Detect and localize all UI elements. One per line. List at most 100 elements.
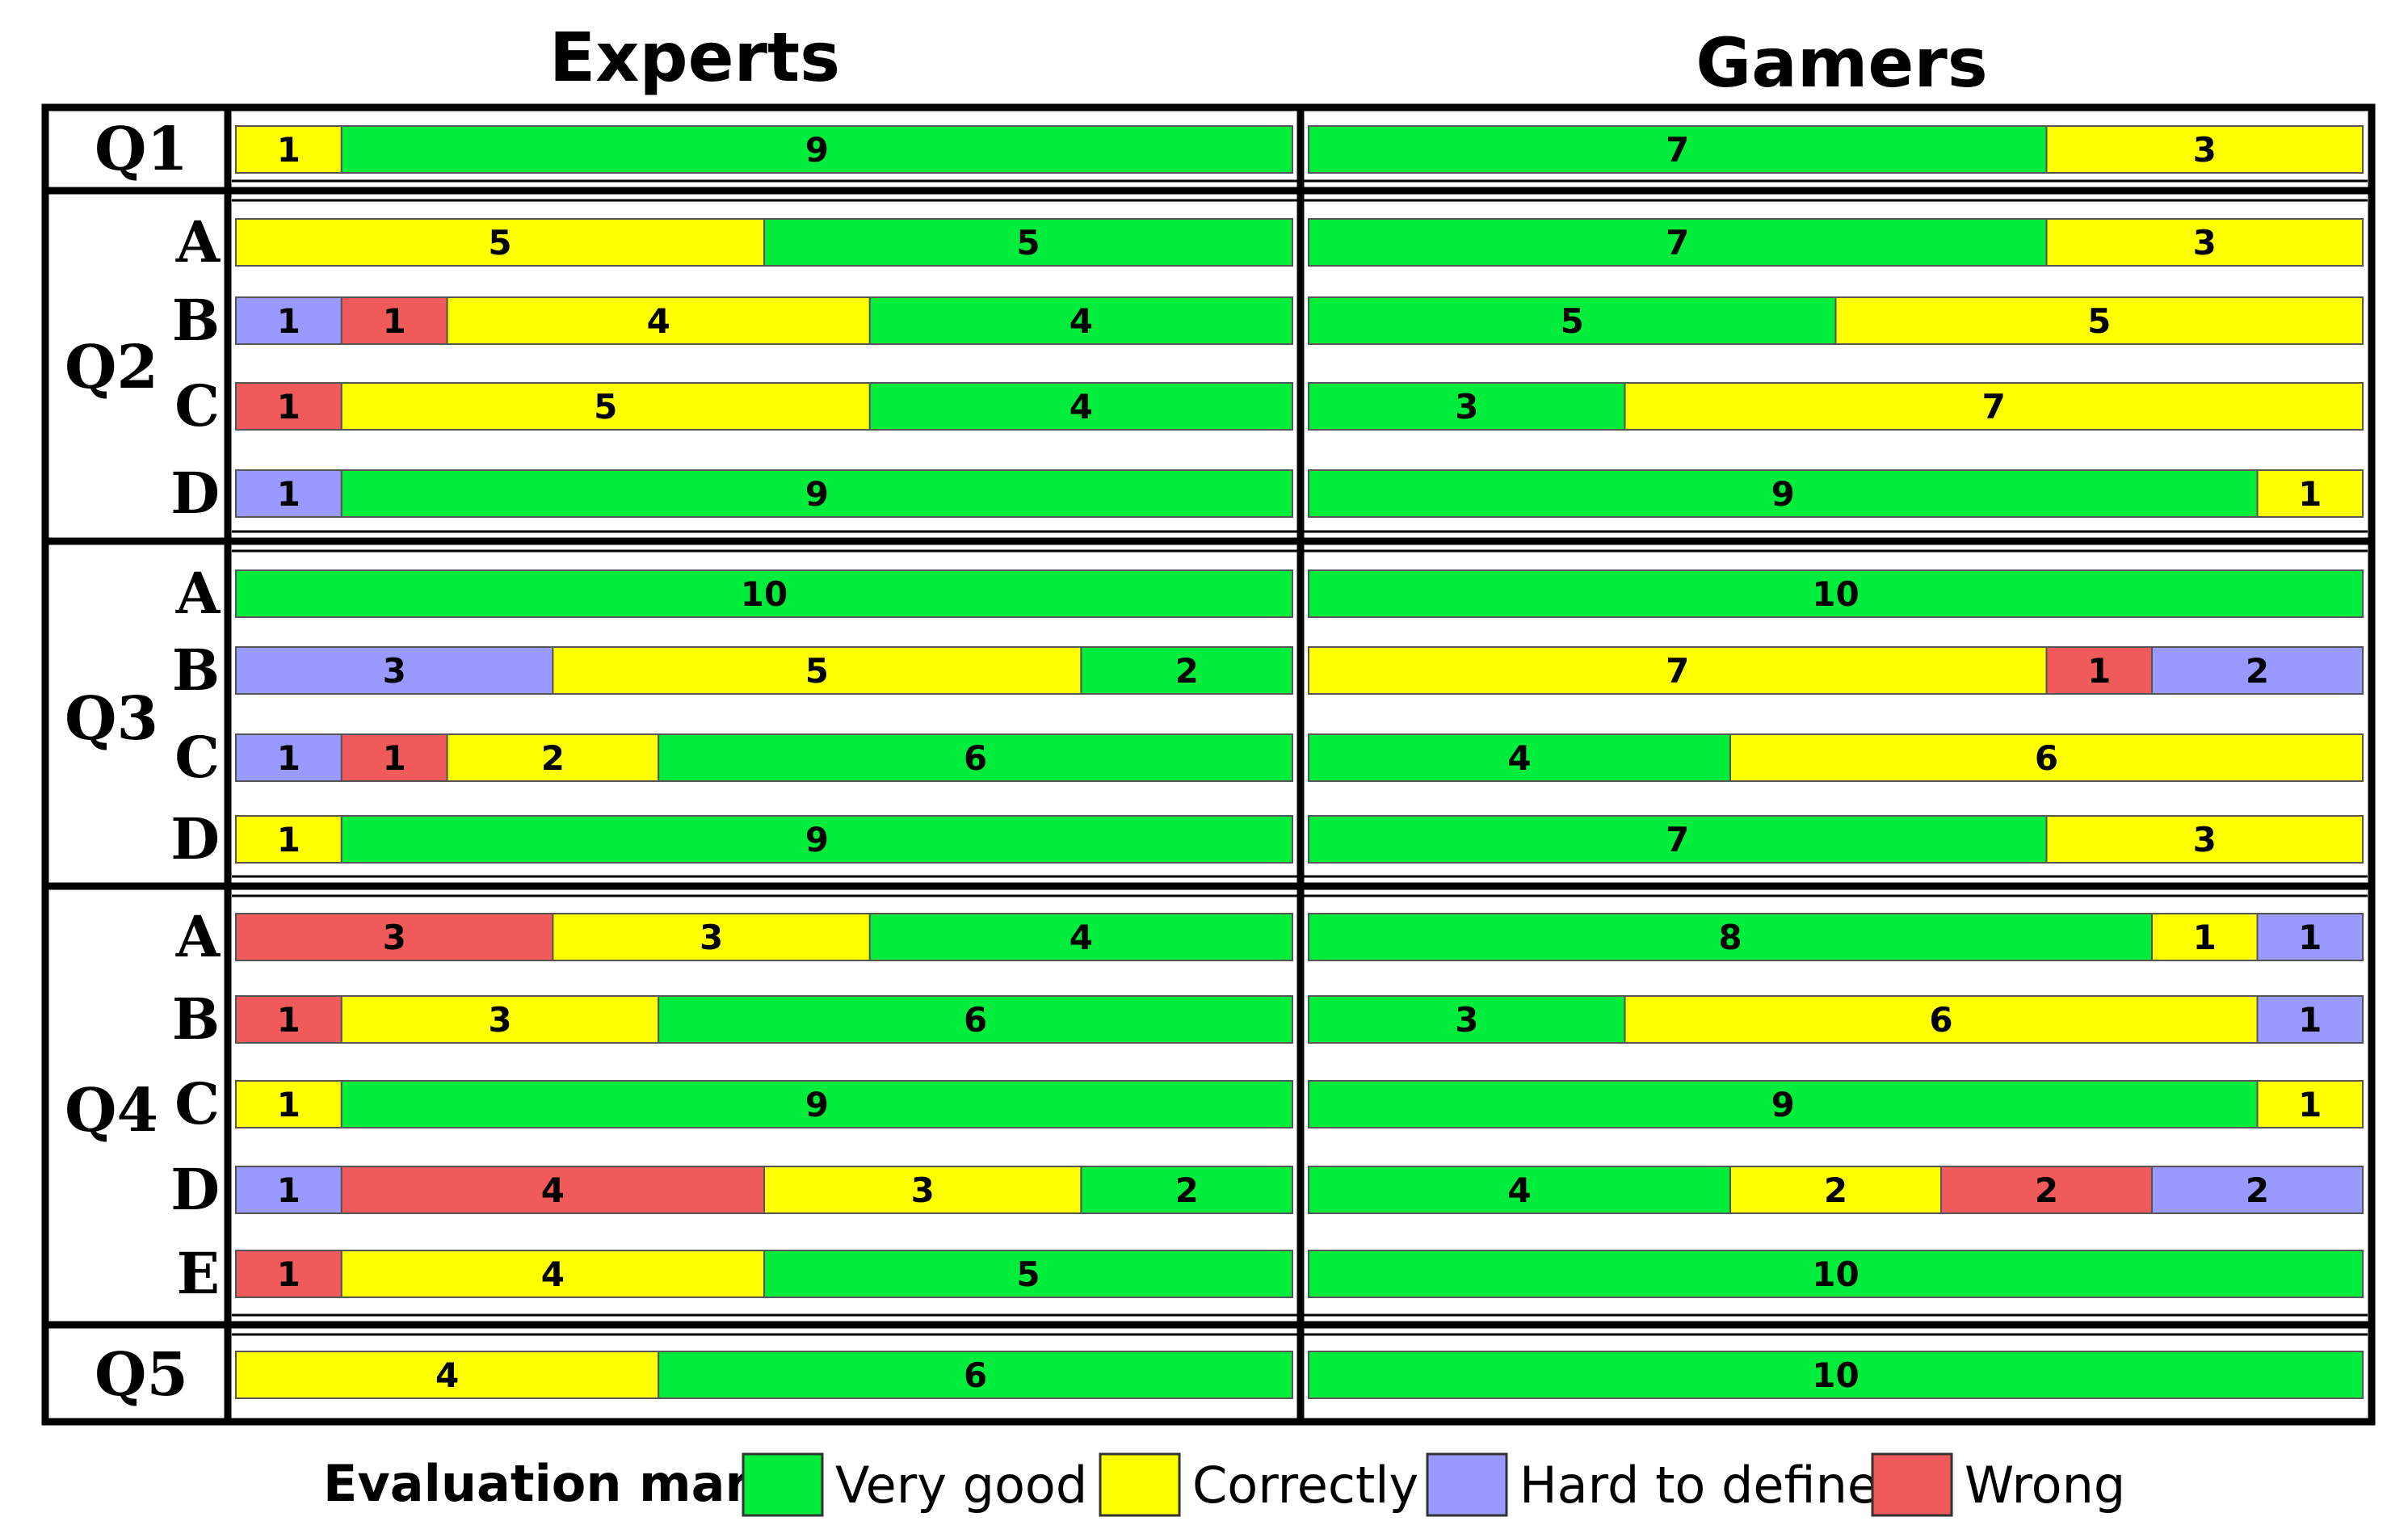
experts-q2-b-segment-value: 1	[277, 301, 300, 341]
experts-q3-b-segment-very-good	[1080, 646, 1294, 695]
gamers-q1-segment-very-good	[1308, 125, 2048, 174]
experts-q1-segment-value: 9	[805, 130, 829, 170]
experts-q3-b-segment-correctly	[552, 646, 1082, 695]
gamers-q3-d-segment-value: 3	[2193, 820, 2217, 859]
gamers-q4-b-segment-value: 1	[2298, 1000, 2322, 1040]
experts-q3-b-segment-value: 2	[1175, 651, 1199, 691]
experts-q2-b-segment-hard-to-define	[235, 296, 342, 345]
experts-q3-c-segment-value: 6	[964, 738, 987, 778]
row-label-q2-b: B	[172, 287, 220, 354]
experts-q2-a-segment-value: 5	[1016, 223, 1040, 263]
legend-label-wrong: Wrong	[1965, 1456, 2125, 1515]
legend-label-hard-to-define: Hard to define	[1519, 1456, 1878, 1515]
gamers-q4-a-segment-very-good	[1308, 913, 2153, 961]
gamers-q3-d-segment-value: 7	[1666, 820, 1689, 859]
question-label-q2: Q2	[65, 333, 158, 402]
row-label-q3-a: A	[175, 560, 221, 627]
gamers-q4-b-segment-hard-to-define	[2256, 995, 2364, 1044]
gamers-q4-c-segment-very-good	[1308, 1080, 2259, 1128]
experts-q2-a-segment-very-good	[763, 218, 1293, 267]
question-label-q1: Q1	[95, 115, 188, 184]
gamers-q2-b-segment-correctly	[1834, 296, 2364, 345]
gamers-q2-d-segment-very-good	[1308, 469, 2259, 518]
experts-q2-b-segment-value: 4	[647, 301, 670, 341]
experts-q4-d-segment-value: 4	[541, 1170, 565, 1210]
chart-frame	[41, 103, 2376, 1426]
experts-q3-c-segment-very-good	[658, 733, 1293, 782]
row-label-q4-b: B	[172, 986, 220, 1053]
legend-swatch-very-good	[742, 1452, 824, 1517]
experts-q3-a-segment-value: 10	[741, 574, 788, 614]
experts-q3-c-segment-correctly	[446, 733, 660, 782]
gamers-q4-c-segment-value: 9	[1771, 1085, 1795, 1124]
gamers-q1-segment-value: 3	[2193, 130, 2217, 170]
experts-q3-d-segment-very-good	[340, 815, 1293, 864]
experts-q2-b-segment-wrong	[340, 296, 448, 345]
experts-q4-a-segment-correctly	[552, 913, 871, 961]
experts-q4-e-segment-value: 1	[277, 1255, 300, 1294]
gamers-q4-e-segment-very-good	[1308, 1250, 2364, 1298]
gamers-q4-a-segment-value: 8	[1718, 918, 1742, 957]
experts-q1-segment-correctly	[235, 125, 342, 174]
gamers-q4-d-segment-wrong	[1940, 1166, 2153, 1214]
gamers-q4-d-segment-very-good	[1308, 1166, 1731, 1214]
gamers-q3-a-segment-very-good	[1308, 569, 2364, 618]
experts-q4-b-segment-wrong	[235, 995, 342, 1044]
experts-q5-segment-correctly	[235, 1351, 660, 1399]
experts-q3-d-segment-correctly	[235, 815, 342, 864]
row-label-q2-a: A	[175, 208, 221, 275]
experts-q4-d-segment-value: 1	[277, 1170, 300, 1210]
experts-q4-d-segment-wrong	[340, 1166, 765, 1214]
experts-q3-c-segment-value: 2	[541, 738, 565, 778]
experts-q3-b-segment-value: 5	[805, 651, 829, 691]
experts-q2-d-segment-hard-to-define	[235, 469, 342, 518]
gamers-q2-c-segment-very-good	[1308, 382, 1626, 431]
gamers-q4-a-segment-value: 1	[2193, 918, 2217, 957]
experts-q2-b-segment-value: 4	[1070, 301, 1093, 341]
row-label-q2-d: D	[170, 460, 220, 527]
gamers-q4-b-segment-value: 3	[1455, 1000, 1478, 1040]
experts-q4-c-segment-value: 9	[805, 1085, 829, 1124]
gamers-q2-b-segment-value: 5	[2087, 301, 2111, 341]
experts-q3-c-segment-value: 1	[277, 738, 300, 778]
gamers-q2-b-segment-very-good	[1308, 296, 1837, 345]
experts-q4-e-segment-value: 4	[541, 1255, 565, 1294]
gamers-q2-a-segment-correctly	[2045, 218, 2364, 267]
experts-q4-a-segment-value: 4	[1070, 918, 1093, 957]
experts-q4-d-segment-value: 2	[1175, 1170, 1199, 1210]
experts-q3-a-segment-very-good	[235, 569, 1293, 618]
gamers-q4-a-segment-value: 1	[2298, 918, 2322, 957]
gamers-q5-segment-value: 10	[1812, 1355, 1859, 1395]
gamers-q2-b-segment-value: 5	[1561, 301, 1584, 341]
legend-title: Evaluation mark:	[323, 1454, 803, 1513]
experts-q4-b-segment-very-good	[658, 995, 1293, 1044]
gamers-q3-c-segment-value: 6	[2035, 738, 2058, 778]
gamers-q3-d-segment-very-good	[1308, 815, 2048, 864]
experts-q1-segment-value: 1	[277, 130, 300, 170]
gamers-q3-b-segment-correctly	[1308, 646, 2048, 695]
experts-q4-e-segment-correctly	[340, 1250, 765, 1298]
legend-swatch-hard-to-define	[1426, 1452, 1508, 1517]
gamers-q2-d-segment-value: 9	[1771, 474, 1795, 514]
gamers-q3-c-segment-value: 4	[1507, 738, 1531, 778]
experts-q4-b-segment-value: 1	[277, 1000, 300, 1040]
experts-q3-b-segment-value: 3	[383, 651, 406, 691]
gamers-q4-c-segment-correctly	[2256, 1080, 2364, 1128]
gamers-q2-a-segment-value: 7	[1666, 223, 1689, 263]
gamers-q4-d-segment-value: 4	[1507, 1170, 1531, 1210]
column-header-experts: Experts	[549, 18, 840, 97]
gamers-q4-a-segment-hard-to-define	[2256, 913, 2364, 961]
gamers-q4-e-segment-value: 10	[1812, 1255, 1859, 1294]
experts-q4-d-segment-value: 3	[911, 1170, 935, 1210]
row-label-q3-b: B	[172, 637, 220, 704]
experts-q2-c-segment-correctly	[340, 382, 871, 431]
experts-q2-a-segment-value: 5	[488, 223, 511, 263]
legend-label-very-good: Very good	[835, 1456, 1087, 1515]
experts-q4-b-segment-correctly	[340, 995, 660, 1044]
experts-q4-d-segment-very-good	[1080, 1166, 1294, 1214]
question-label-q4: Q4	[65, 1076, 158, 1145]
experts-q4-a-segment-value: 3	[383, 918, 406, 957]
gamers-q3-c-segment-very-good	[1308, 733, 1731, 782]
row-label-q2-c: C	[174, 372, 220, 439]
